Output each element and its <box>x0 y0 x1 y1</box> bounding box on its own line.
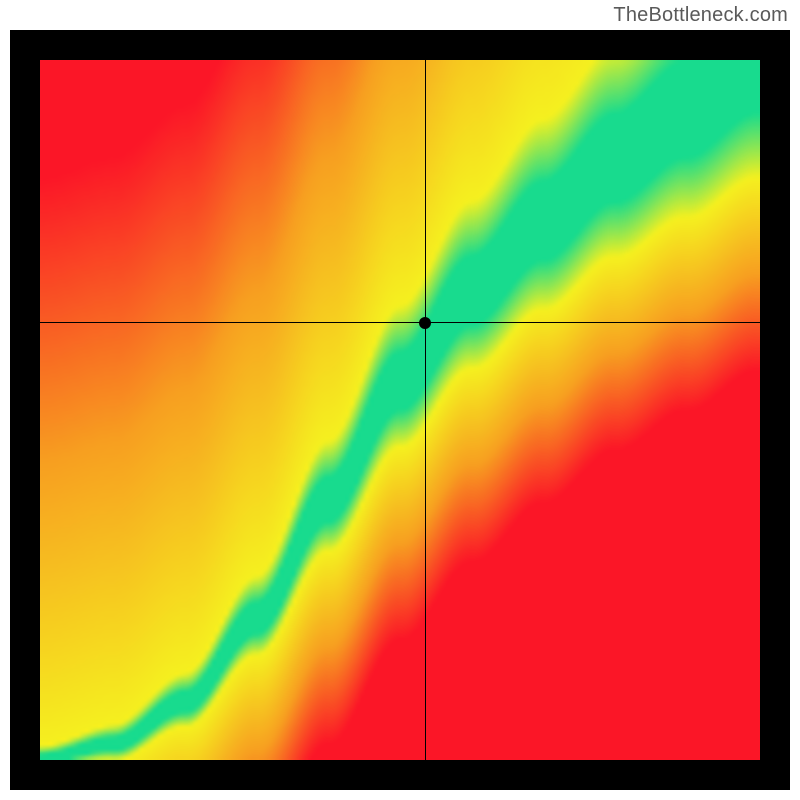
watermark-text: TheBottleneck.com <box>613 4 788 27</box>
heatmap-plot-area <box>40 60 760 760</box>
chart-container: TheBottleneck.com <box>0 0 800 800</box>
heatmap-canvas <box>40 60 760 760</box>
chart-frame <box>10 30 790 790</box>
